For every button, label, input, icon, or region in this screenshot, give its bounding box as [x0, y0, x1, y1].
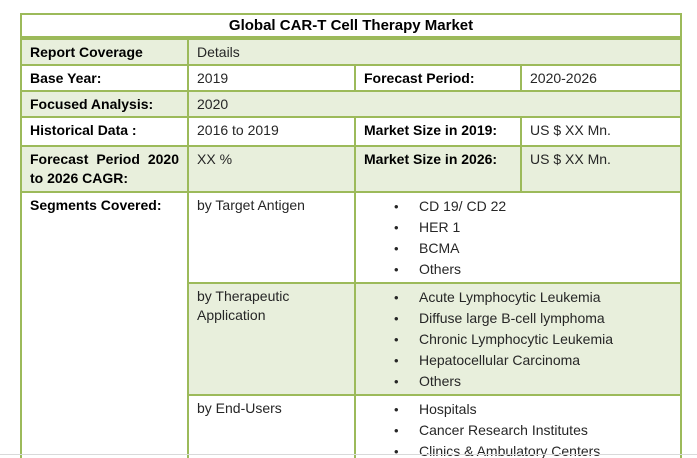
list-item-text: Chronic Lymphocytic Leukemia	[419, 331, 614, 347]
list-item: • Clinics & Ambulatory Centers	[364, 441, 672, 458]
list-item: • BCMA	[364, 238, 672, 259]
segments-covered-label: Segments Covered:	[20, 191, 189, 458]
forecast-period-label: Forecast Period:	[354, 64, 522, 92]
list-item-text: Others	[419, 373, 462, 389]
report-coverage-row: Report Coverage Details	[20, 37, 683, 66]
forecast-cagr-value: XX %	[187, 145, 356, 193]
bullet-icon: •	[394, 241, 399, 256]
segment-end-users-row: by End-Users • Hospitals • Cancer Research…	[21, 394, 683, 458]
page-edge-divider	[0, 454, 697, 455]
list-item-text: HER 1	[419, 219, 461, 235]
historical-data-label: Historical Data :	[20, 116, 189, 147]
forecast-cagr-row: Forecast Period 2020 to 2026 CAGR: XX % …	[20, 145, 683, 193]
bullet-list: • CD 19/ CD 22 • HER 1 • BCMA • Others	[364, 196, 672, 280]
market-size-2026-label: Market Size in 2026:	[354, 145, 522, 193]
bullet-icon: •	[394, 353, 399, 368]
focused-analysis-label: Focused Analysis:	[20, 90, 189, 118]
list-item-text: Diffuse large B-cell lymphoma	[419, 310, 605, 326]
title-row: Global CAR-T Cell Therapy Market	[19, 13, 683, 40]
segment-items-therapeutic-application: • Acute Lymphocytic Leukemia • Diffuse lar…	[353, 282, 683, 396]
historical-data-value: 2016 to 2019	[187, 116, 356, 147]
list-item: • HER 1	[364, 217, 672, 238]
list-item-text: Cancer Research Institutes	[419, 422, 588, 438]
bullet-icon: •	[394, 402, 399, 417]
bullet-icon: •	[394, 311, 399, 326]
list-item-text: Acute Lymphocytic Leukemia	[419, 289, 601, 305]
list-item: • Chronic Lymphocytic Leukemia	[364, 329, 672, 350]
market-size-2026-value: US $ XX Mn.	[519, 145, 683, 193]
segment-therapeutic-application-row: by Therapeutic Application • Acute Lympho…	[21, 282, 683, 396]
segment-group-label-target-antigen: by Target Antigen	[187, 191, 356, 284]
base-year-row: Base Year: 2019 Forecast Period: 2020-20…	[20, 64, 683, 92]
list-item: • Others	[364, 259, 672, 280]
market-size-2019-value: US $ XX Mn.	[519, 116, 683, 147]
list-item: • Hepatocellular Carcinoma	[364, 350, 672, 371]
bullet-list: • Acute Lymphocytic Leukemia • Diffuse lar…	[364, 287, 672, 392]
list-item-text: Hepatocellular Carcinoma	[419, 352, 581, 368]
list-item-text: Hospitals	[419, 401, 477, 417]
list-item-text: Clinics & Ambulatory Centers	[419, 443, 601, 458]
list-item: • Others	[364, 371, 672, 392]
bullet-icon: •	[394, 332, 399, 347]
list-item: • CD 19/ CD 22	[364, 196, 672, 217]
report-coverage-value: Details	[186, 37, 683, 66]
market-size-2019-label: Market Size in 2019:	[354, 116, 522, 147]
list-item-text: CD 19/ CD 22	[419, 198, 507, 214]
report-coverage-label: Report Coverage	[20, 37, 189, 66]
bullet-icon: •	[394, 423, 399, 438]
focused-analysis-row: Focused Analysis: 2020	[20, 90, 683, 118]
market-report-table: Global CAR-T Cell Therapy Market Report …	[19, 13, 683, 458]
segment-target-antigen-row: Segments Covered: by Target Antigen • CD …	[20, 191, 683, 458]
segment-group-label-therapeutic-application: by Therapeutic Application	[187, 282, 356, 396]
bullet-icon: •	[394, 199, 399, 214]
table-title: Global CAR-T Cell Therapy Market	[19, 13, 683, 40]
bullet-icon: •	[394, 444, 399, 458]
list-item: • Acute Lymphocytic Leukemia	[364, 287, 672, 308]
segment-group-label-end-users: by End-Users	[187, 394, 356, 458]
historical-data-row: Historical Data : 2016 to 2019 Market Si…	[20, 116, 683, 147]
segment-items-target-antigen: • CD 19/ CD 22 • HER 1 • BCMA • Others	[353, 191, 683, 284]
bullet-icon: •	[394, 262, 399, 277]
forecast-period-value: 2020-2026	[519, 64, 683, 92]
list-item-text: BCMA	[419, 240, 460, 256]
list-item-text: Others	[419, 261, 462, 277]
base-year-value: 2019	[187, 64, 356, 92]
forecast-cagr-label: Forecast Period 2020 to 2026 CAGR:	[20, 145, 189, 193]
bullet-icon: •	[394, 290, 399, 305]
base-year-label: Base Year:	[20, 64, 189, 92]
list-item: • Diffuse large B-cell lymphoma	[364, 308, 672, 329]
list-item: • Cancer Research Institutes	[364, 420, 672, 441]
focused-analysis-value: 2020	[186, 90, 683, 118]
bullet-icon: •	[394, 374, 399, 389]
bullet-icon: •	[394, 220, 399, 235]
bullet-list: • Hospitals • Cancer Research Institutes •…	[364, 399, 672, 458]
segment-items-end-users: • Hospitals • Cancer Research Institutes •…	[353, 394, 683, 458]
list-item: • Hospitals	[364, 399, 672, 420]
